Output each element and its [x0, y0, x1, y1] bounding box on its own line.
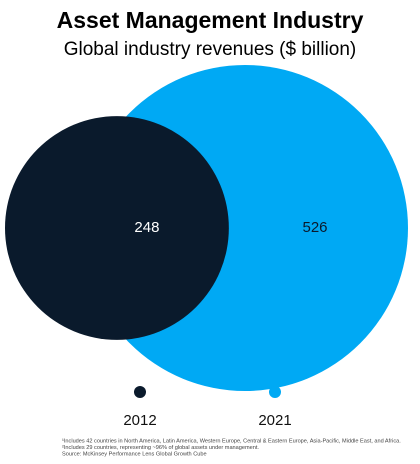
- legend-swatch: [269, 386, 281, 398]
- chart-title: Asset Management Industry: [57, 7, 364, 33]
- footnote: ¹Includes 42 countries in North America,…: [62, 438, 401, 444]
- legend-label: 2012: [123, 412, 156, 429]
- value-label: 526: [302, 219, 327, 236]
- legend-swatch: [134, 386, 146, 398]
- footnote: ²Includes 29 countries, representing ~96…: [62, 445, 259, 451]
- footnote: Source: McKinsey Performance Lens Global…: [62, 451, 207, 457]
- value-label: 248: [134, 219, 159, 236]
- bubble: [5, 116, 229, 340]
- chart-subtitle: Global industry revenues ($ billion): [64, 39, 357, 60]
- legend-label: 2021: [258, 412, 291, 429]
